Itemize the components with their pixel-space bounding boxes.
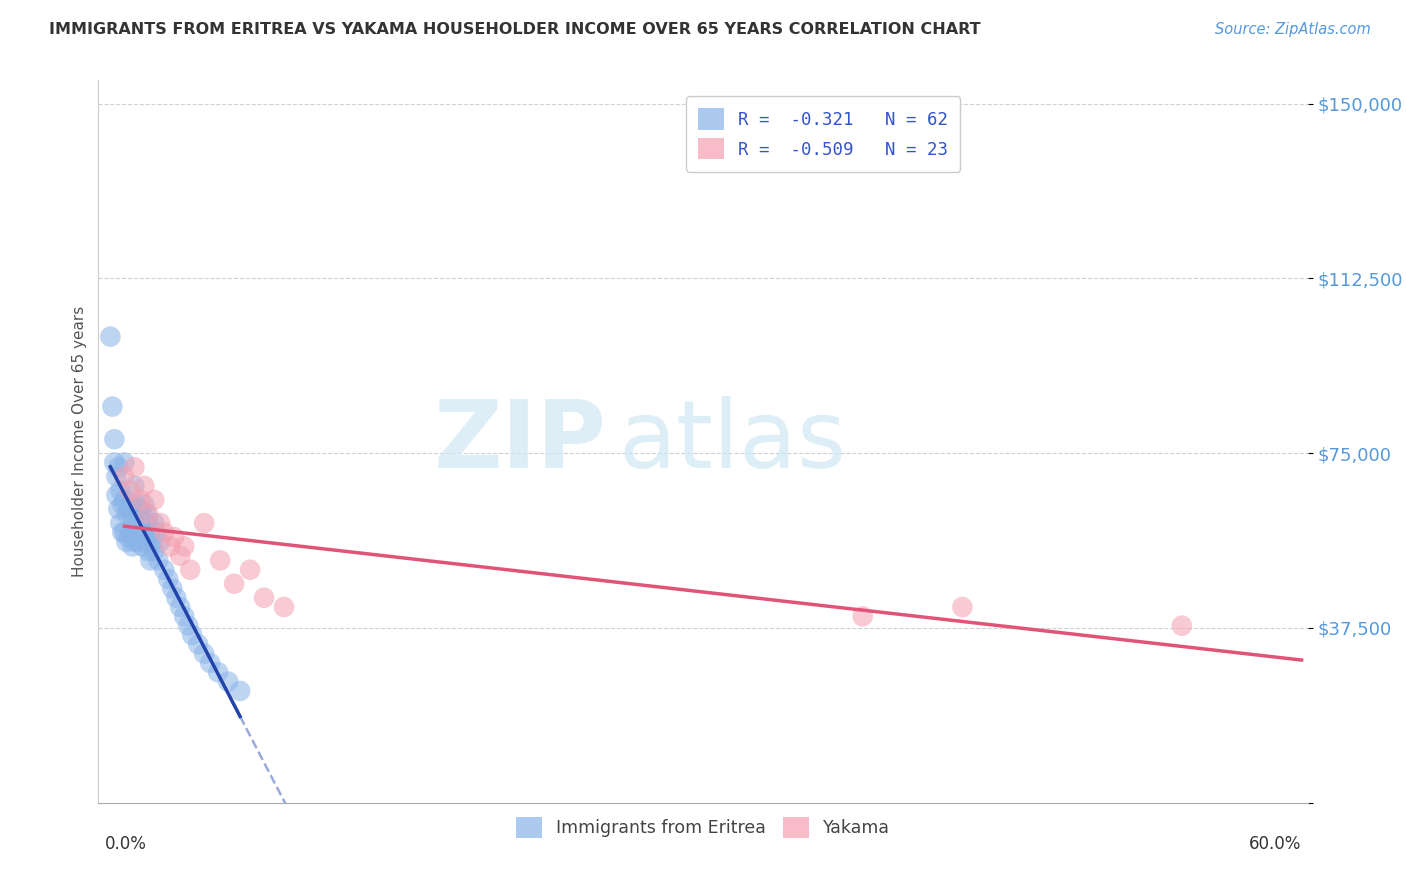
Point — [169, 600, 191, 615]
Point — [103, 456, 125, 470]
Point — [187, 637, 209, 651]
Point — [111, 525, 134, 540]
Point — [224, 576, 246, 591]
Point — [1171, 618, 1194, 632]
Point — [121, 511, 143, 525]
Point — [117, 530, 139, 544]
Point — [145, 525, 167, 540]
Point — [193, 647, 215, 661]
Point — [165, 591, 187, 605]
Point — [141, 534, 163, 549]
Text: atlas: atlas — [619, 395, 846, 488]
Text: 60.0%: 60.0% — [1249, 835, 1302, 854]
Point — [103, 432, 125, 446]
Point — [125, 498, 148, 512]
Point — [143, 492, 166, 507]
Point — [101, 400, 124, 414]
Point — [173, 609, 195, 624]
Point — [157, 572, 180, 586]
Point — [209, 553, 232, 567]
Point — [179, 563, 201, 577]
Point — [131, 511, 153, 525]
Point — [127, 507, 149, 521]
Point — [134, 498, 156, 512]
Point — [127, 534, 149, 549]
Point — [112, 525, 135, 540]
Point — [136, 507, 159, 521]
Point — [135, 507, 157, 521]
Point — [193, 516, 215, 530]
Point — [950, 600, 973, 615]
Point — [207, 665, 229, 680]
Point — [253, 591, 276, 605]
Point — [134, 479, 156, 493]
Point — [120, 498, 142, 512]
Point — [131, 540, 153, 554]
Point — [229, 684, 252, 698]
Point — [153, 563, 176, 577]
Point — [153, 525, 176, 540]
Point — [239, 563, 262, 577]
Point — [162, 582, 184, 596]
Point — [129, 492, 152, 507]
Point — [112, 469, 135, 483]
Point — [852, 609, 875, 624]
Point — [139, 525, 162, 540]
Point — [134, 525, 156, 540]
Point — [124, 534, 146, 549]
Point — [115, 507, 138, 521]
Point — [107, 460, 129, 475]
Point — [177, 618, 200, 632]
Y-axis label: Householder Income Over 65 years: Householder Income Over 65 years — [72, 306, 87, 577]
Point — [112, 456, 135, 470]
Point — [105, 488, 128, 502]
Point — [105, 469, 128, 483]
Point — [136, 516, 159, 530]
Point — [110, 516, 132, 530]
Point — [107, 502, 129, 516]
Point — [125, 525, 148, 540]
Text: IMMIGRANTS FROM ERITREA VS YAKAMA HOUSEHOLDER INCOME OVER 65 YEARS CORRELATION C: IMMIGRANTS FROM ERITREA VS YAKAMA HOUSEH… — [49, 22, 981, 37]
Text: ZIP: ZIP — [433, 395, 606, 488]
Point — [273, 600, 295, 615]
Point — [120, 525, 142, 540]
Point — [111, 498, 134, 512]
Point — [217, 674, 239, 689]
Point — [139, 553, 162, 567]
Legend: Immigrants from Eritrea, Yakama: Immigrants from Eritrea, Yakama — [509, 810, 897, 845]
Point — [143, 516, 166, 530]
Point — [129, 502, 152, 516]
Point — [120, 483, 142, 498]
Point — [112, 492, 135, 507]
Point — [115, 534, 138, 549]
Point — [149, 534, 172, 549]
Point — [121, 540, 143, 554]
Point — [198, 656, 221, 670]
Point — [124, 507, 146, 521]
Point — [110, 483, 132, 498]
Text: 0.0%: 0.0% — [104, 835, 146, 854]
Point — [136, 544, 159, 558]
Point — [117, 502, 139, 516]
Point — [124, 460, 146, 475]
Point — [163, 530, 186, 544]
Point — [100, 329, 122, 343]
Point — [143, 544, 166, 558]
Point — [148, 553, 170, 567]
Point — [159, 540, 181, 554]
Point — [173, 540, 195, 554]
Text: Source: ZipAtlas.com: Source: ZipAtlas.com — [1215, 22, 1371, 37]
Point — [124, 479, 146, 493]
Point — [135, 534, 157, 549]
Point — [129, 530, 152, 544]
Point — [149, 516, 172, 530]
Point — [169, 549, 191, 563]
Point — [181, 628, 204, 642]
